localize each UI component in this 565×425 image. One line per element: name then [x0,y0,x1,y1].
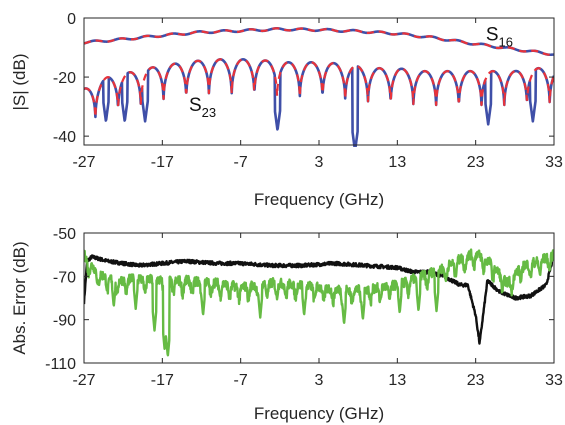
bottom-x-tick-label: 13 [388,372,406,389]
top-y-tick-label: 0 [67,11,76,28]
top-y-axis-label: |S| (dB) [10,53,29,110]
bottom-ticks [83,232,555,364]
bottom-x-axis-label: Frequency (GHz) [254,404,384,423]
top-series-3-line [84,58,554,119]
top-x-tick-label: -7 [234,154,248,171]
top-ticks [83,17,555,145]
bottom-series-0-line [84,254,554,345]
top-series-lines [84,27,554,147]
bottom-y-tick-label: -50 [53,226,76,243]
bottom-y-axis-label: Abs. Error (dB) [10,241,29,354]
bottom-x-tick-label: -7 [234,372,248,389]
top-y-tick-label: -20 [53,70,76,87]
bottom-y-tick-label: -90 [53,313,76,330]
top-series-1-line [84,27,554,56]
annotation-main: S [486,24,499,45]
bottom-series-lines [84,248,554,357]
bottom-y-tick-label: -110 [45,356,76,373]
top-x-axis-label: Frequency (GHz) [254,190,384,209]
bottom-axes-box [83,232,555,364]
annotation-s23: S23 [189,95,216,120]
top-x-tick-label: 13 [388,154,406,171]
bottom-x-tick-label: 3 [315,372,324,389]
bottom-x-tick-label: -27 [72,372,95,389]
top-y-tick-label: -40 [53,129,76,146]
top-tick-labels: -27 -17 -7 3 13 23 33 0 -20 -40 [53,11,563,171]
annotation-s16: S16 [486,24,513,49]
annotation-subscript: 16 [499,34,513,49]
top-x-tick-label: -27 [72,154,95,171]
bottom-x-tick-label: -17 [151,372,174,389]
bottom-x-tick-label: 23 [467,372,485,389]
bottom-x-tick-label: 33 [545,372,563,389]
top-x-tick-label: 33 [545,154,563,171]
top-series-0-line [84,27,554,57]
top-x-tick-label: 23 [467,154,485,171]
bottom-tick-labels: -27 -17 -7 3 13 23 33 -50 -70 -90 -110 [45,226,563,389]
annotation-main: S [189,95,202,116]
top-x-tick-label: 3 [315,154,324,171]
top-panel: -27 -17 -7 3 13 23 33 0 -20 -40 Frequency (GHz) |… [10,11,563,209]
bottom-panel: -27 -17 -7 3 13 23 33 -50 -70 -90 -110 Frequency (… [10,226,563,423]
bottom-series-1-line [84,248,554,357]
bottom-y-tick-label: -70 [53,269,76,286]
top-x-tick-label: -17 [151,154,174,171]
annotation-subscript: 23 [202,105,216,120]
